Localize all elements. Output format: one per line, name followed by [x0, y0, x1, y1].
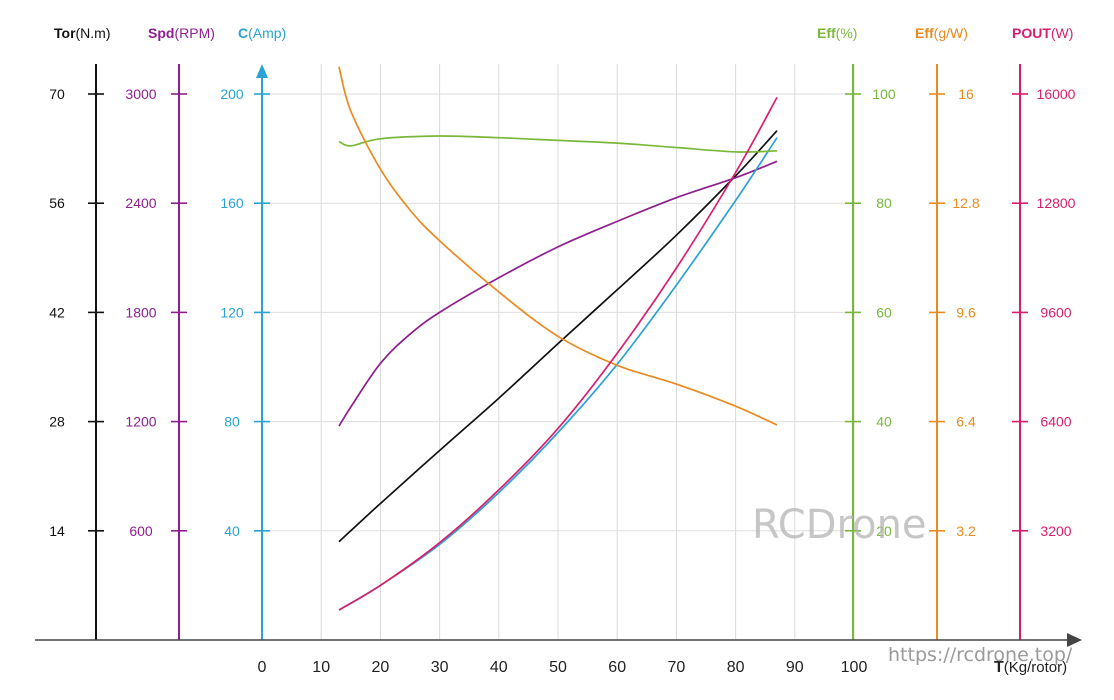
axis-effg: 16 12.8 9.6 6.4 3.2 Eff(g/W): [915, 25, 980, 640]
series-line-tor: [338, 130, 778, 543]
tick-label-effg: 6.4: [956, 414, 976, 430]
x-tick-labels: 0 10 20 30 40 50 60 70 80 90 100: [258, 659, 868, 676]
tick-label-cur: 160: [220, 195, 244, 211]
axis-pout: 16000 12800 9600 6400 3200 POUT(W): [1012, 25, 1076, 640]
series-line-spd: [338, 160, 778, 427]
tick-label-tor: 28: [49, 414, 65, 430]
axis-title-tor: Tor(N.m): [54, 25, 111, 41]
tick-label-effp: 20: [876, 523, 892, 539]
tick-label-pout: 16000: [1037, 86, 1076, 102]
tick-label-pout: 9600: [1040, 304, 1071, 320]
current-axis-arrow-icon: [256, 64, 268, 78]
tick-label-pout: 6400: [1040, 414, 1071, 430]
tick-label-cur: 40: [224, 523, 240, 539]
grid-lines: [262, 64, 855, 640]
tick-label-spd: 600: [129, 523, 153, 539]
x-axis-title: T(Kg/rotor): [994, 659, 1067, 676]
tick-label-tor: 42: [49, 304, 65, 320]
axis-title-effg: Eff(g/W): [915, 25, 968, 41]
series-line-pout: [338, 96, 778, 611]
x-tick-label: 80: [727, 659, 745, 676]
x-tick-label: 0: [258, 659, 267, 676]
axis-title-cur: C(Amp): [238, 25, 286, 41]
tick-label-effp: 60: [876, 304, 892, 320]
tick-label-effg: 12.8: [952, 195, 979, 211]
axis-cur: 200 160 120 80 40 C(Amp): [220, 25, 286, 640]
axis-title-effp: Eff(%): [817, 25, 857, 41]
tick-label-spd: 1200: [125, 414, 156, 430]
x-tick-label: 90: [786, 659, 804, 676]
tick-label-cur: 200: [220, 86, 244, 102]
curves: [338, 66, 778, 611]
x-tick-label: 30: [431, 659, 449, 676]
tick-label-tor: 70: [49, 86, 65, 102]
axis-tor: 70 56 42 28 14 Tor(N.m): [49, 25, 111, 640]
tick-label-cur: 120: [220, 304, 244, 320]
axis-title-pout: POUT(W): [1012, 25, 1073, 41]
tick-label-tor: 14: [49, 523, 65, 539]
x-tick-label: 40: [490, 659, 508, 676]
tick-label-spd: 1800: [125, 304, 156, 320]
x-tick-label: 60: [608, 659, 626, 676]
tick-label-effp: 80: [876, 195, 892, 211]
tick-label-effp: 100: [872, 86, 896, 102]
tick-label-cur: 80: [224, 414, 240, 430]
x-tick-label: 70: [668, 659, 686, 676]
tick-label-spd: 3000: [125, 86, 156, 102]
tick-label-pout: 12800: [1037, 195, 1076, 211]
tick-label-spd: 2400: [125, 195, 156, 211]
y-axes: 70 56 42 28 14 Tor(N.m) 3000 2400 1800 1200 600 Spd…: [49, 25, 1076, 640]
series-line-effg: [338, 66, 778, 426]
axis-effp: 100 80 60 40 20 Eff(%): [817, 25, 896, 640]
tick-label-pout: 3200: [1040, 523, 1071, 539]
tick-label-effg: 3.2: [956, 523, 976, 539]
axis-title-spd: Spd(RPM): [148, 25, 215, 41]
watermark: RCDrone: [752, 502, 927, 548]
tick-label-tor: 56: [49, 195, 65, 211]
axis-spd: 3000 2400 1800 1200 600 Spd(RPM): [125, 25, 215, 640]
x-tick-label: 50: [549, 659, 567, 676]
tick-label-effp: 40: [876, 414, 892, 430]
series-line-effp: [338, 135, 778, 153]
x-tick-label: 20: [372, 659, 390, 676]
x-tick-label: 10: [312, 659, 330, 676]
tick-label-effg: 9.6: [956, 304, 976, 320]
x-axis-arrow-icon: [1067, 633, 1082, 647]
tick-label-effg: 16: [958, 86, 974, 102]
x-tick-label: 100: [841, 659, 868, 676]
source-url: https://rcdrone.top/: [888, 644, 1073, 666]
